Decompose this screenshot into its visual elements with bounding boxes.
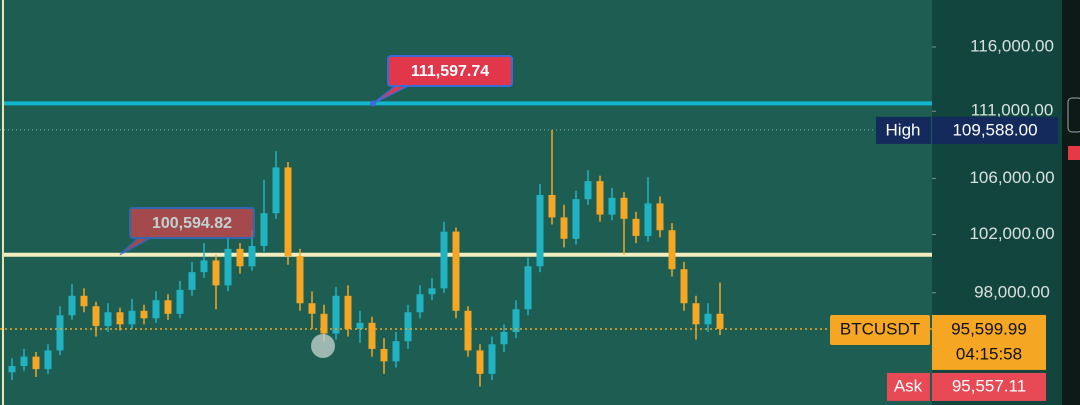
last-price: 95,599.99 bbox=[951, 319, 1027, 338]
candle-body bbox=[212, 260, 220, 286]
ask-value: 95,557.11 bbox=[952, 376, 1026, 395]
candle-body bbox=[224, 248, 232, 286]
candle-body bbox=[524, 266, 532, 310]
ask-name-box bbox=[887, 372, 930, 401]
line-label: 100,594.82 bbox=[119, 207, 255, 256]
candle-body bbox=[20, 356, 28, 367]
candle-body bbox=[284, 167, 292, 257]
cursor bbox=[311, 334, 335, 358]
candle-body bbox=[308, 303, 316, 314]
candle-body bbox=[392, 341, 400, 362]
candle-body bbox=[656, 203, 664, 231]
candle-body bbox=[236, 248, 244, 267]
candle-body bbox=[572, 199, 580, 239]
candle-body bbox=[680, 269, 688, 304]
candle-body bbox=[8, 366, 16, 373]
candle-body bbox=[296, 256, 304, 304]
side-marker bbox=[1068, 146, 1080, 160]
side-button[interactable] bbox=[1067, 97, 1080, 133]
candle-body bbox=[188, 272, 196, 290]
y-tick-label: 116,000.00 bbox=[970, 36, 1054, 55]
candle-body bbox=[344, 295, 352, 329]
last-price-box bbox=[932, 314, 1046, 370]
candle-body bbox=[32, 356, 40, 370]
candle-body bbox=[440, 231, 448, 289]
candle-body bbox=[416, 294, 424, 313]
candle-body bbox=[320, 313, 328, 334]
candle-body bbox=[704, 313, 712, 325]
symbol-text: BTCUSDT bbox=[840, 319, 920, 338]
label-box bbox=[387, 55, 513, 87]
candle-body bbox=[164, 300, 172, 314]
candle-body bbox=[428, 288, 436, 295]
candle-body bbox=[512, 309, 520, 332]
candle-body bbox=[692, 303, 700, 325]
candle-body bbox=[176, 289, 184, 314]
anchor-dot bbox=[370, 100, 376, 107]
candle-body bbox=[200, 260, 208, 273]
symbol-box bbox=[830, 314, 930, 345]
candle-body bbox=[632, 218, 640, 236]
candle-body bbox=[608, 197, 616, 215]
candle-body bbox=[44, 350, 52, 370]
candle-body bbox=[596, 181, 604, 215]
candle-body bbox=[476, 350, 484, 374]
candle-body bbox=[56, 315, 64, 351]
candle-body bbox=[584, 181, 592, 200]
candle-body bbox=[116, 312, 124, 325]
high-value-box bbox=[932, 116, 1058, 144]
y-tick-label: 106,000.00 bbox=[969, 168, 1054, 187]
high-name-box bbox=[876, 116, 931, 144]
candle-body bbox=[128, 310, 136, 325]
candle-body bbox=[620, 197, 628, 219]
candle-body bbox=[548, 195, 556, 218]
candle-body bbox=[536, 195, 544, 267]
label-box bbox=[129, 207, 255, 239]
candle-body bbox=[332, 295, 340, 334]
y-tick-label: 111,000.00 bbox=[971, 101, 1054, 120]
label-text: 111,597.74 bbox=[411, 63, 489, 80]
candle-body bbox=[716, 313, 724, 329]
candle-body bbox=[380, 348, 388, 362]
candle-body bbox=[668, 230, 676, 270]
candle-body bbox=[404, 312, 412, 342]
candle-body bbox=[488, 344, 496, 374]
y-tick-label: 102,000.00 bbox=[969, 224, 1054, 243]
label-text: 100,594.82 bbox=[152, 215, 232, 232]
candle-body bbox=[104, 312, 112, 326]
candle-body bbox=[560, 217, 568, 239]
line-label: 111,597.74 bbox=[372, 55, 513, 105]
side-panel bbox=[1062, 0, 1080, 405]
candle-body bbox=[68, 295, 76, 316]
candle-body bbox=[500, 331, 508, 345]
high-value: 109,588.00 bbox=[952, 120, 1037, 139]
high-name: High bbox=[886, 120, 921, 139]
candle-body bbox=[464, 310, 472, 351]
candle-body bbox=[140, 310, 148, 319]
candle-body bbox=[92, 306, 100, 326]
candle-body bbox=[368, 322, 376, 349]
y-tick-label: 98,000.00 bbox=[974, 282, 1050, 301]
countdown: 04:15:58 bbox=[956, 344, 1022, 363]
candle-body bbox=[248, 245, 256, 267]
ask-name: Ask bbox=[894, 376, 923, 395]
candle-body bbox=[152, 300, 160, 319]
candle-body bbox=[260, 213, 268, 246]
candle-body bbox=[452, 231, 460, 311]
ask-value-box bbox=[932, 372, 1046, 401]
candle-body bbox=[80, 295, 88, 307]
candle-body bbox=[644, 203, 652, 236]
candle-body bbox=[272, 167, 280, 214]
candle-body bbox=[356, 322, 364, 329]
